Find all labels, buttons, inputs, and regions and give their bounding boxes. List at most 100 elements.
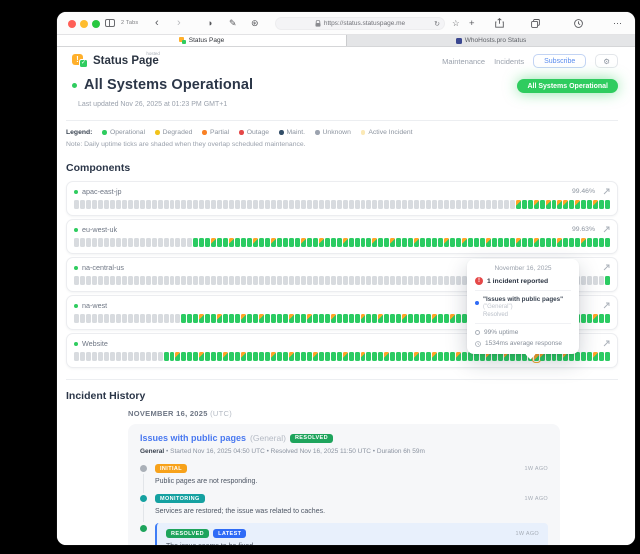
- uptime-tick[interactable]: [259, 238, 264, 247]
- share-icon[interactable]: [495, 12, 504, 34]
- uptime-tick[interactable]: [485, 352, 491, 361]
- uptime-tick[interactable]: [103, 314, 109, 323]
- uptime-tick[interactable]: [294, 314, 300, 323]
- uptime-tick[interactable]: [330, 238, 336, 247]
- uptime-tick[interactable]: [211, 314, 217, 323]
- uptime-tick[interactable]: [247, 314, 253, 323]
- uptime-tick[interactable]: [169, 238, 175, 247]
- uptime-tick[interactable]: [557, 238, 563, 247]
- address-bar[interactable]: https://status.statuspage.me ↻: [275, 16, 445, 30]
- uptime-tick[interactable]: [539, 200, 545, 209]
- uptime-tick[interactable]: [300, 276, 306, 285]
- uptime-tick[interactable]: [444, 352, 450, 361]
- expand-icon[interactable]: [603, 226, 610, 233]
- uptime-tick[interactable]: [479, 238, 485, 247]
- uptime-tick[interactable]: [103, 276, 109, 285]
- uptime-tick[interactable]: [109, 314, 115, 323]
- uptime-tick[interactable]: [127, 238, 133, 247]
- uptime-tick[interactable]: [205, 238, 211, 247]
- uptime-tick[interactable]: [175, 200, 181, 209]
- extensions-icon[interactable]: ⊛: [251, 17, 259, 28]
- uptime-tick[interactable]: [461, 276, 467, 285]
- uptime-tick[interactable]: [324, 352, 330, 361]
- uptime-tick[interactable]: [336, 200, 342, 209]
- uptime-tick[interactable]: [438, 276, 444, 285]
- uptime-tick[interactable]: [91, 200, 97, 209]
- uptime-tick[interactable]: [605, 314, 611, 323]
- uptime-tick[interactable]: [593, 200, 599, 209]
- uptime-tick[interactable]: [265, 276, 270, 285]
- uptime-tick[interactable]: [312, 200, 318, 209]
- uptime-tick[interactable]: [563, 238, 569, 247]
- uptime-tick[interactable]: [509, 200, 515, 209]
- uptime-tick[interactable]: [259, 314, 264, 323]
- uptime-tick[interactable]: [241, 238, 247, 247]
- uptime-tick[interactable]: [241, 314, 247, 323]
- uptime-tick[interactable]: [247, 238, 253, 247]
- uptime-tick[interactable]: [593, 352, 599, 361]
- page-appearance-icon[interactable]: ◑: [207, 18, 213, 28]
- uptime-tick[interactable]: [163, 238, 169, 247]
- uptime-tick[interactable]: [599, 352, 605, 361]
- uptime-tick[interactable]: [276, 276, 282, 285]
- uptime-tick[interactable]: [330, 314, 336, 323]
- uptime-tick[interactable]: [533, 238, 539, 247]
- uptime-tick[interactable]: [145, 238, 151, 247]
- uptime-tick[interactable]: [450, 238, 455, 247]
- uptime-tick[interactable]: [193, 314, 199, 323]
- uptime-tick[interactable]: [157, 314, 163, 323]
- uptime-tick[interactable]: [265, 314, 270, 323]
- expand-icon[interactable]: [603, 188, 610, 195]
- uptime-tick[interactable]: [91, 238, 97, 247]
- uptime-tick[interactable]: [348, 238, 354, 247]
- tabs-count-label[interactable]: 2 Tabs: [121, 20, 139, 26]
- uptime-tick[interactable]: [217, 200, 223, 209]
- uptime-tick[interactable]: [372, 314, 378, 323]
- uptime-tick[interactable]: [115, 276, 121, 285]
- uptime-tick[interactable]: [247, 200, 253, 209]
- uptime-tick[interactable]: [253, 238, 259, 247]
- uptime-tick[interactable]: [479, 200, 485, 209]
- uptime-tick[interactable]: [557, 200, 563, 209]
- uptime-tick[interactable]: [599, 200, 605, 209]
- uptime-tick[interactable]: [533, 352, 539, 361]
- uptime-tick[interactable]: [312, 352, 318, 361]
- uptime-tick[interactable]: [193, 276, 199, 285]
- uptime-tick[interactable]: [169, 352, 175, 361]
- uptime-tick[interactable]: [503, 352, 509, 361]
- uptime-tick[interactable]: [342, 200, 348, 209]
- uptime-tick[interactable]: [545, 200, 551, 209]
- uptime-tick[interactable]: [229, 200, 235, 209]
- uptime-tick[interactable]: [521, 352, 527, 361]
- uptime-tick[interactable]: [127, 276, 133, 285]
- uptime-tick[interactable]: [491, 238, 497, 247]
- uptime-tick[interactable]: [145, 276, 151, 285]
- uptime-tick[interactable]: [324, 276, 330, 285]
- uptime-tick[interactable]: [109, 200, 115, 209]
- uptime-tick[interactable]: [384, 314, 390, 323]
- uptime-tick[interactable]: [74, 352, 79, 361]
- uptime-tick[interactable]: [157, 238, 163, 247]
- uptime-tick[interactable]: [115, 314, 121, 323]
- uptime-tick[interactable]: [384, 352, 390, 361]
- uptime-tick[interactable]: [294, 276, 300, 285]
- uptime-tick[interactable]: [229, 352, 235, 361]
- uptime-tick[interactable]: [569, 238, 575, 247]
- uptime-tick[interactable]: [265, 352, 270, 361]
- uptime-tick[interactable]: [253, 200, 259, 209]
- uptime-tick[interactable]: [336, 352, 342, 361]
- uptime-tick[interactable]: [402, 238, 408, 247]
- uptime-tick[interactable]: [366, 314, 372, 323]
- uptime-tick[interactable]: [420, 314, 426, 323]
- uptime-tick[interactable]: [515, 238, 521, 247]
- tab-whohosts[interactable]: WhoHosts.pro Status: [346, 35, 635, 46]
- uptime-tick[interactable]: [461, 352, 467, 361]
- uptime-tick[interactable]: [109, 238, 115, 247]
- uptime-tick[interactable]: [282, 314, 288, 323]
- uptime-tick[interactable]: [151, 238, 157, 247]
- nav-incidents[interactable]: Incidents: [494, 56, 525, 66]
- uptime-tick[interactable]: [390, 314, 396, 323]
- uptime-tick[interactable]: [211, 238, 217, 247]
- uptime-tick[interactable]: [491, 200, 497, 209]
- refresh-icon[interactable]: ↻: [434, 20, 440, 28]
